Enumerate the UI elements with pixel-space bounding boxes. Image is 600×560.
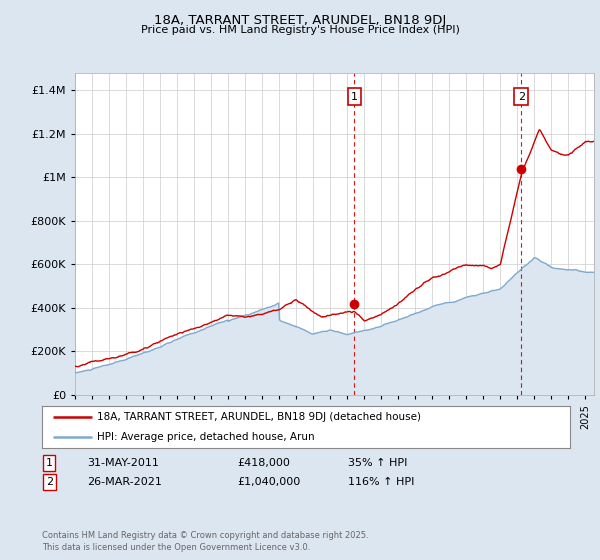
- Text: Price paid vs. HM Land Registry's House Price Index (HPI): Price paid vs. HM Land Registry's House …: [140, 25, 460, 35]
- Text: Contains HM Land Registry data © Crown copyright and database right 2025.
This d: Contains HM Land Registry data © Crown c…: [42, 531, 368, 552]
- Text: 35% ↑ HPI: 35% ↑ HPI: [348, 458, 407, 468]
- Text: £418,000: £418,000: [237, 458, 290, 468]
- Text: 26-MAR-2021: 26-MAR-2021: [87, 477, 162, 487]
- Text: 1: 1: [351, 92, 358, 102]
- Text: 31-MAY-2011: 31-MAY-2011: [87, 458, 159, 468]
- Text: 2: 2: [518, 92, 525, 102]
- Text: £1,040,000: £1,040,000: [237, 477, 300, 487]
- Text: 18A, TARRANT STREET, ARUNDEL, BN18 9DJ: 18A, TARRANT STREET, ARUNDEL, BN18 9DJ: [154, 14, 446, 27]
- Text: 2: 2: [46, 477, 53, 487]
- Text: HPI: Average price, detached house, Arun: HPI: Average price, detached house, Arun: [97, 432, 315, 442]
- Text: 18A, TARRANT STREET, ARUNDEL, BN18 9DJ (detached house): 18A, TARRANT STREET, ARUNDEL, BN18 9DJ (…: [97, 412, 421, 422]
- Text: 116% ↑ HPI: 116% ↑ HPI: [348, 477, 415, 487]
- Text: 1: 1: [46, 458, 53, 468]
